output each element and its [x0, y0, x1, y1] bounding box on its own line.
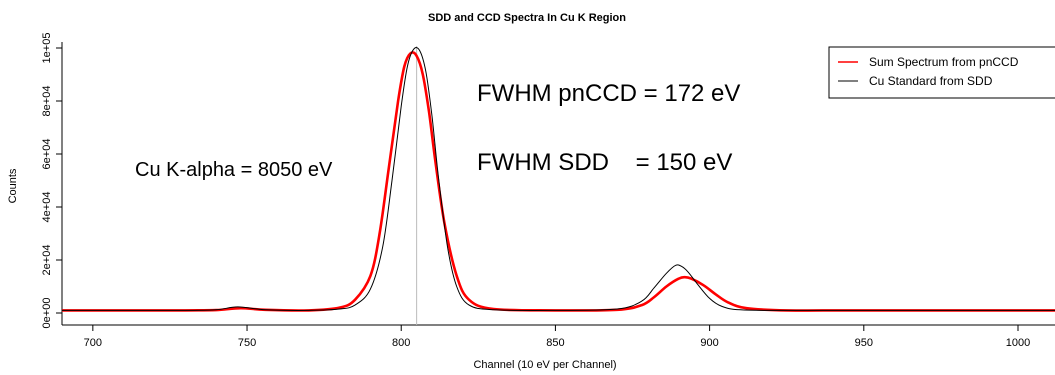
x-tick-label: 750: [238, 337, 256, 349]
plot-frame: [61, 42, 1055, 326]
y-axis-label: Counts: [7, 168, 19, 203]
series-line-sdd: [61, 47, 1055, 311]
annotation-fwhm-sdd: FWHM SDD = 150 eV: [477, 149, 732, 176]
y-tick-label: 1e+05: [41, 33, 53, 64]
y-tick-label: 4e+04: [41, 192, 53, 223]
annotation-fwhm-pnccd: FWHM pnCCD = 172 eV: [477, 80, 740, 107]
series-group: [61, 47, 1055, 312]
legend-label-sdd: Cu Standard from SDD: [869, 74, 993, 88]
chart-title: SDD and CCD Spectra In Cu K Region: [428, 12, 626, 24]
legend-label-pnccd: Sum Spectrum from pnCCD: [869, 55, 1019, 69]
x-tick-label: 800: [392, 337, 410, 349]
legend-box: [828, 46, 1055, 99]
x-axis: 700 750 800 850 900 950 1000: [84, 325, 1030, 349]
y-tick-label: 0e+00: [41, 298, 53, 329]
x-tick-label: 700: [84, 337, 102, 349]
x-tick-label: 900: [700, 337, 718, 349]
y-tick-label: 6e+04: [41, 139, 53, 170]
y-axis: 0e+00 2e+04 4e+04 6e+04 8e+04 1e+05: [41, 33, 62, 329]
annotation-cu-k-alpha: Cu K-alpha = 8050 eV: [135, 159, 333, 181]
x-tick-label: 850: [546, 337, 564, 349]
x-tick-label: 1000: [1006, 337, 1030, 349]
y-tick-label: 2e+04: [41, 245, 53, 276]
x-tick-label: 950: [855, 337, 873, 349]
y-tick-label: 8e+04: [41, 86, 53, 117]
legend: Sum Spectrum from pnCCD Cu Standard from…: [828, 46, 1055, 99]
x-axis-label: Channel (10 eV per Channel): [473, 359, 616, 371]
